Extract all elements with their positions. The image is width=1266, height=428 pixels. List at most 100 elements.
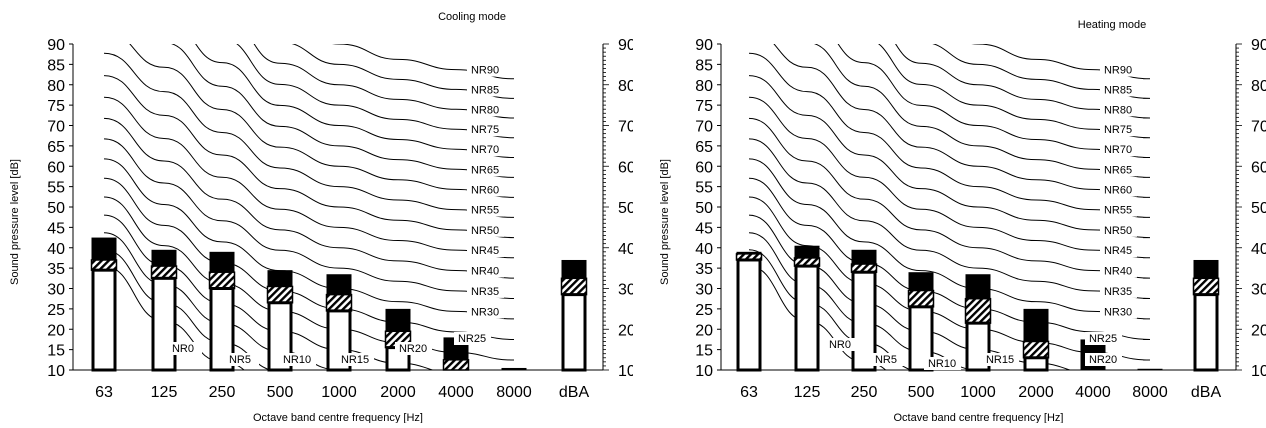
nr-curve (103, 158, 515, 320)
nr-curve-label: NR50 (1104, 225, 1132, 237)
nr-curve (748, 138, 1151, 299)
bar-segment-total (326, 274, 352, 295)
y-tick-label-left: 70 (695, 119, 713, 136)
nr-curve-label: NR75 (1104, 124, 1132, 136)
nr-curve-label: NR60 (471, 184, 499, 196)
bar-segment-base (209, 287, 235, 372)
nr-curve-label: NR15 (986, 354, 1014, 366)
nr-curve-label: NR85 (471, 84, 499, 96)
y-tick-label-left: 70 (47, 119, 65, 136)
nr-curve (103, 177, 515, 340)
y-axis-label: Sound pressure level [dB] (659, 159, 671, 285)
y-tick-label-right: 80 (1251, 78, 1266, 95)
y-tick-label-left: 50 (47, 200, 65, 217)
nr-curve (103, 96, 515, 259)
bar-segment-base (1023, 356, 1049, 372)
nr-curve (171, 44, 515, 178)
y-tick-label-left: 60 (695, 159, 713, 176)
heating-mode-panel: Heating mode Octave band centre frequency… (650, 0, 1266, 428)
nr-curves (103, 44, 515, 370)
y-tick-label-left: 50 (695, 200, 713, 217)
nr-curve (814, 44, 1151, 178)
y-tick-label-left: 85 (47, 57, 65, 74)
y-tick-label-right: 40 (1251, 241, 1266, 258)
x-tick-label: 63 (740, 384, 758, 401)
x-tick-label: 500 (908, 384, 935, 401)
nr-curve-label: NR65 (1104, 164, 1132, 176)
nr-curve-label: NR20 (1089, 354, 1117, 366)
y-tick-label-left: 75 (47, 98, 65, 115)
nr-curve-label: NR65 (471, 164, 499, 176)
bar-segment-total (736, 251, 762, 254)
y-tick-label-right: 10 (618, 363, 633, 380)
y-tick-label-left: 30 (695, 282, 713, 299)
nr-curve (837, 44, 1151, 159)
nr-curve (129, 44, 515, 198)
cooling-mode-chart: Cooling mode Octave band centre frequency… (9, 11, 636, 424)
nr-curve (253, 44, 515, 119)
bar-segment-base (908, 305, 934, 372)
y-tick-label-left: 45 (695, 220, 713, 237)
nr-curve-label: NR25 (458, 333, 486, 345)
y-tick-label-left: 45 (47, 220, 65, 237)
chart-title: Heating mode (1078, 19, 1147, 31)
nr-curve-label: NR55 (471, 205, 499, 217)
nr-curve-label: NR45 (1104, 245, 1132, 257)
y-tick-label-right: 90 (1251, 37, 1266, 54)
y-tick-label-left: 10 (47, 363, 65, 380)
nr-curve (291, 44, 515, 99)
bar-segment-base (736, 258, 762, 372)
x-tick-label: 125 (794, 384, 821, 401)
nr-curve (103, 75, 515, 239)
bar-segment-total (1193, 259, 1219, 279)
y-tick-label-right: 40 (618, 241, 633, 258)
y-tick-label-right: 70 (618, 119, 633, 136)
bar-segment-base (151, 276, 177, 372)
nr-curve-label: NR85 (1104, 84, 1132, 96)
nr-curve-label: NR60 (1104, 184, 1132, 196)
bar-segment-hatched (266, 285, 294, 304)
nr-curve-label: NR75 (471, 124, 499, 136)
bar-segment-hatched (90, 259, 118, 271)
nr-curve (103, 138, 515, 299)
bar-segment-total (561, 259, 587, 279)
bar-segment-base (91, 268, 117, 372)
y-tick-label-left: 80 (47, 78, 65, 95)
bar-segment-hatched (964, 297, 992, 324)
nr-curve-label: NR50 (471, 225, 499, 237)
x-tick-label: 63 (95, 384, 113, 401)
nr-curve (103, 52, 515, 218)
y-tick-label-left: 15 (695, 343, 713, 360)
nr-curve-label: NR15 (341, 354, 369, 366)
bar-segment-hatched (325, 293, 353, 312)
nr-curve (931, 44, 1151, 99)
y-tick-label-left: 15 (47, 343, 65, 360)
nr-curve-label: NR5 (875, 354, 897, 366)
chart-title: Cooling mode (438, 11, 506, 23)
x-tick-label: 8000 (496, 384, 532, 401)
bar-segment-total (965, 274, 991, 299)
y-tick-label-right: 50 (1251, 200, 1266, 217)
x-tick-label: 2000 (380, 384, 416, 401)
nr-curve-label: NR10 (283, 354, 311, 366)
bar-segment-hatched (560, 277, 588, 296)
y-tick-label-left: 40 (695, 241, 713, 258)
bar-segment-total (1023, 308, 1049, 342)
y-tick-label-left: 35 (695, 261, 713, 278)
bar-segment-total (1137, 368, 1163, 370)
y-tick-label-left: 40 (47, 241, 65, 258)
nr-curve (773, 44, 1151, 198)
x-tick-label: 250 (209, 384, 236, 401)
bar-segment-total (209, 251, 235, 273)
y-tick-label-left: 35 (47, 261, 65, 278)
y-tick-label-right: 80 (618, 78, 633, 95)
heating-mode-chart: Heating mode Octave band centre frequency… (659, 19, 1266, 424)
y-tick-label-right: 30 (618, 282, 633, 299)
y-tick-label-right: 90 (618, 37, 633, 54)
x-tick-label: 250 (851, 384, 878, 401)
y-tick-label-right: 60 (1251, 159, 1266, 176)
y-tick-label-left: 55 (695, 180, 713, 197)
bar-segment-total (91, 237, 117, 260)
nr-curve-label: NR30 (471, 306, 499, 318)
x-tick-label: 4000 (438, 384, 474, 401)
